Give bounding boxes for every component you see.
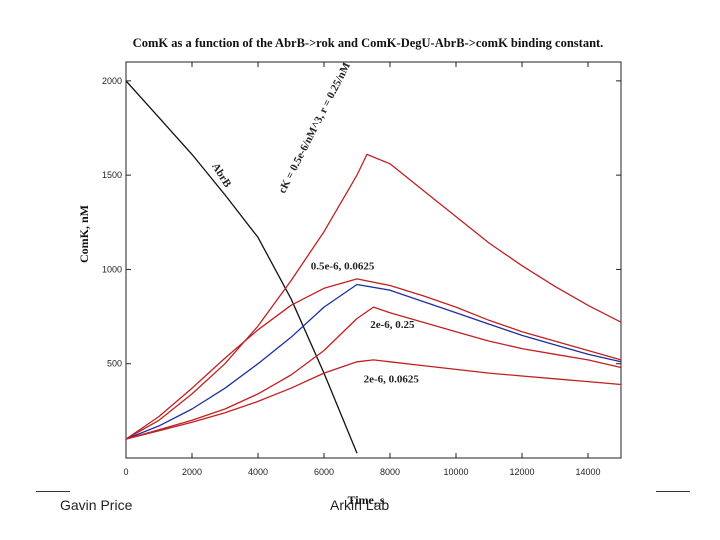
x-tick-label: 0 (123, 467, 128, 477)
y-tick-label: 500 (107, 359, 122, 369)
curve-annotation: 2e-6, 0.25 (370, 319, 415, 331)
plot-area (125, 61, 622, 459)
x-tick-label: 14000 (575, 467, 600, 477)
series-line (125, 359, 622, 440)
plot-frame (125, 61, 622, 459)
series-line (125, 278, 622, 440)
x-tick-label: 8000 (380, 467, 400, 477)
series-line (125, 306, 622, 440)
footer-rule-right (656, 491, 690, 492)
x-tick-label: 2000 (182, 467, 202, 477)
x-tick-label: 10000 (443, 467, 468, 477)
footer-lab: Arkin Lab (330, 497, 390, 513)
curve-annotation: cK = 0.5e-6/nM^3, r = 0.25/nM (276, 60, 353, 195)
curve-annotation: AbrB (209, 161, 233, 190)
y-tick-label: 1000 (102, 264, 122, 274)
series-line (125, 153, 622, 440)
chart-title: ComK as a function of the AbrB->rok and … (133, 36, 604, 50)
x-tick-label: 4000 (248, 467, 268, 477)
series-line (125, 283, 622, 440)
y-tick-label: 1500 (102, 170, 122, 180)
curve-annotation: 0.5e-6, 0.0625 (311, 260, 375, 272)
footer-author: Gavin Price (60, 497, 133, 513)
x-tick-label: 6000 (314, 467, 334, 477)
annotation-group: AbrB cK = 0.5e-6/nM^3, r = 0.25/nM 0.5e-6,… (209, 60, 419, 386)
series-line (125, 80, 358, 454)
y-axis-title: ComK, nM (77, 205, 91, 263)
ticks-group: 0 2000 4000 6000 8000 10000 12000 14000 500 1000 1… (102, 62, 621, 477)
x-axis-title: Time, s (347, 493, 384, 507)
curve-annotation: 2e-6, 0.0625 (364, 374, 420, 386)
series-group (125, 80, 622, 454)
y-tick-label: 2000 (102, 76, 122, 86)
x-tick-label: 12000 (509, 467, 534, 477)
footer-rule-left (36, 491, 70, 492)
